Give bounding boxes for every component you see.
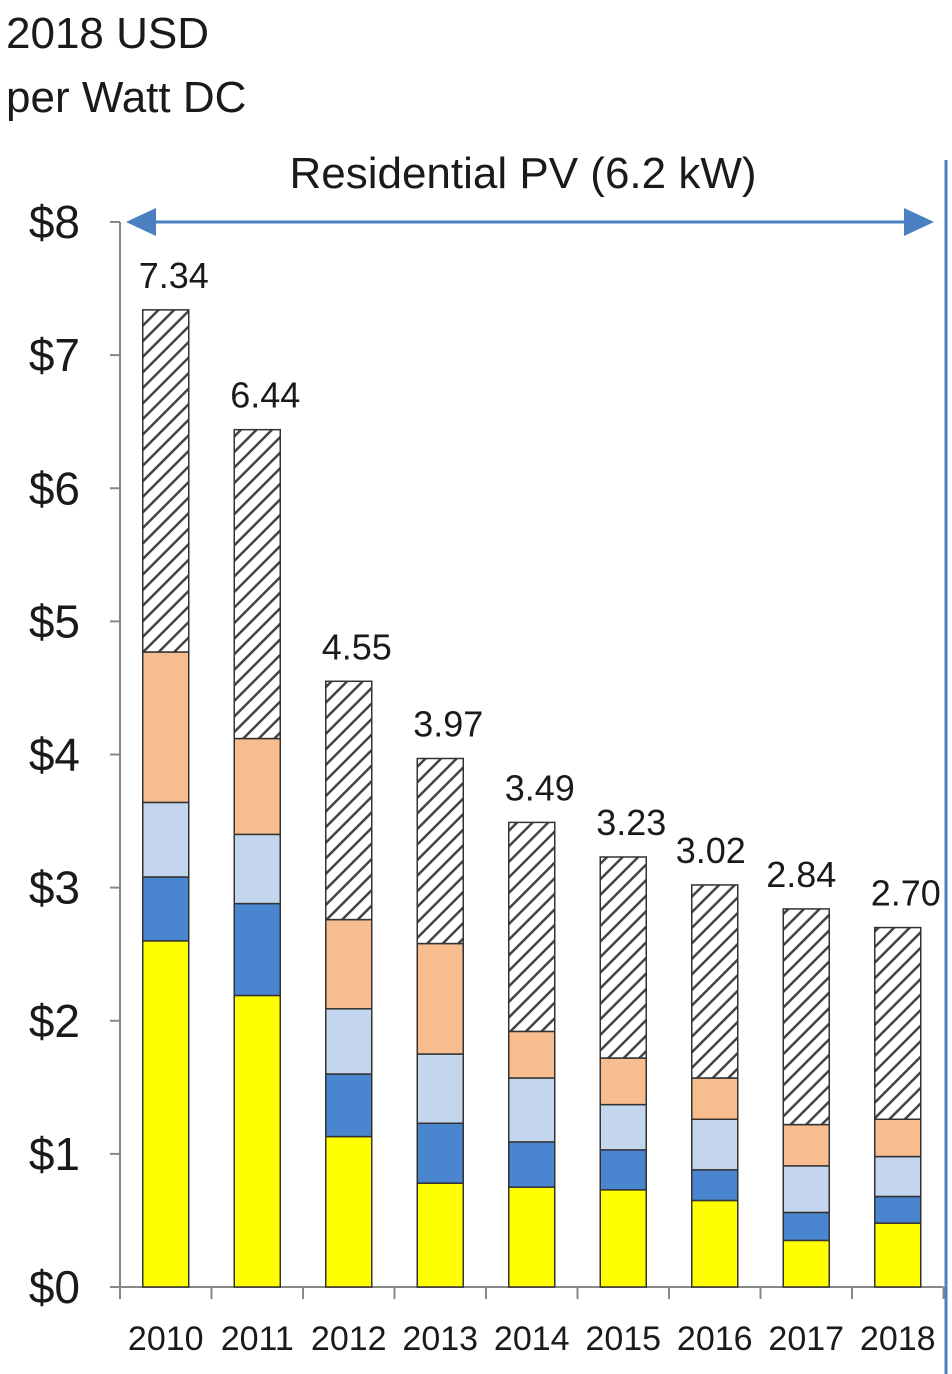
bar-segment-s4-2014 (508, 1030, 556, 1079)
bar-segment-s5-2013 (416, 757, 464, 945)
y-tick-label: $6 (29, 462, 80, 514)
y-axis-title-line-2: per Watt DC (6, 73, 246, 122)
bar-segment-s5-2014 (508, 821, 556, 1033)
bar-segment-s3-2010 (142, 801, 190, 878)
total-label-2018: 2.70 (871, 873, 941, 914)
total-label-2015: 3.23 (596, 802, 666, 843)
bar-segment-s5-2010 (142, 309, 190, 653)
total-label-2014: 3.49 (505, 767, 575, 808)
bar-stack-2012 (325, 680, 373, 1288)
bar-segment-s2-2015 (599, 1149, 647, 1191)
bar-segment-s5-2011 (233, 428, 281, 740)
bar-segment-s2-2017 (782, 1211, 830, 1242)
bar-segment-s2-2010 (142, 876, 190, 942)
bar-segment-s2-2011 (233, 902, 281, 997)
bar-segment-s1-2012 (325, 1135, 373, 1288)
x-tick-label-2013: 2013 (402, 1320, 478, 1358)
span-arrow (126, 208, 934, 236)
bar-segment-s2-2014 (508, 1141, 556, 1188)
bar-segment-s4-2016 (691, 1077, 739, 1121)
y-tick-label: $8 (29, 196, 80, 248)
bar-segment-s4-2017 (782, 1123, 830, 1167)
bar-segment-s3-2015 (599, 1103, 647, 1151)
bar-segment-s4-2010 (142, 651, 190, 804)
y-tick-label: $0 (29, 1261, 80, 1313)
y-axis-title-line-1: 2018 USD (6, 9, 209, 58)
y-tick-label: $1 (29, 1128, 80, 1180)
total-label-2012: 4.55 (322, 626, 392, 667)
bar-segment-s4-2015 (599, 1057, 647, 1106)
span-label: Residential PV (6.2 kW) (289, 149, 756, 198)
x-tick-label-2015: 2015 (585, 1320, 661, 1358)
bar-segment-s5-2012 (325, 680, 373, 921)
x-axis: 2010 2011 2012 2013 2014 2015 2016 2017 2018 (119, 1286, 945, 1358)
y-tick-label: $3 (29, 862, 80, 914)
x-tick-label-2016: 2016 (677, 1320, 753, 1358)
total-label-2016: 3.02 (676, 830, 746, 871)
bar-stack-2018 (874, 926, 922, 1288)
bar-segment-s2-2016 (691, 1169, 739, 1202)
bar-segment-s4-2018 (874, 1118, 922, 1158)
total-label-2013: 3.97 (413, 703, 483, 744)
y-tick-label: $4 (29, 729, 80, 781)
bar-segment-s3-2014 (508, 1077, 556, 1143)
bar-segment-s1-2018 (874, 1222, 922, 1288)
bar-segment-s5-2018 (874, 926, 922, 1121)
bar-segment-s3-2012 (325, 1008, 373, 1075)
bar-segment-s2-2012 (325, 1073, 373, 1138)
bars (142, 309, 922, 1288)
x-tick-label-2017: 2017 (768, 1320, 844, 1358)
x-tick-label-2010: 2010 (128, 1320, 204, 1358)
bar-segment-s5-2017 (782, 908, 830, 1126)
bar-segment-s3-2013 (416, 1053, 464, 1125)
bar-stack-2010 (142, 309, 190, 1288)
bar-segment-s3-2016 (691, 1118, 739, 1171)
bar-segment-s4-2011 (233, 737, 281, 836)
x-tick-label-2011: 2011 (221, 1320, 294, 1358)
bar-segment-s5-2015 (599, 856, 647, 1059)
bar-segment-s1-2017 (782, 1239, 830, 1288)
total-label-2017: 2.84 (766, 854, 836, 895)
bar-stack-2014 (508, 821, 556, 1288)
y-tick-label: $5 (29, 595, 80, 647)
bar-segment-s2-2013 (416, 1122, 464, 1184)
bar-segment-s3-2011 (233, 833, 281, 905)
bar-segment-s3-2017 (782, 1165, 830, 1214)
total-labels: 7.34 6.44 4.55 3.97 3.49 3.233.02 2.84 2.70 (139, 255, 941, 914)
bar-segment-s4-2013 (416, 942, 464, 1055)
bar-stack-2011 (233, 428, 281, 1288)
x-tick-label-2012: 2012 (311, 1320, 387, 1358)
total-label-2010: 7.34 (139, 255, 209, 296)
bar-stack-2017 (782, 908, 830, 1288)
bar-segment-s3-2018 (874, 1155, 922, 1198)
bar-stack-2015 (599, 856, 647, 1288)
bar-segment-s4-2012 (325, 918, 373, 1010)
bar-segment-s1-2011 (233, 994, 281, 1288)
y-tick-label: $7 (29, 329, 80, 381)
span-arrow-right-head (904, 208, 934, 236)
bar-stack-2016 (691, 884, 739, 1288)
bar-stack-2013 (416, 757, 464, 1288)
x-tick-label-2014: 2014 (494, 1320, 570, 1358)
bar-segment-s5-2016 (691, 884, 739, 1079)
span-arrow-left-head (126, 208, 156, 236)
bar-segment-s1-2013 (416, 1182, 464, 1288)
bar-segment-s1-2014 (508, 1186, 556, 1288)
bar-segment-s1-2015 (599, 1189, 647, 1288)
y-tick-label: $2 (29, 995, 80, 1047)
bar-segment-s2-2018 (874, 1195, 922, 1224)
bar-segment-s1-2016 (691, 1199, 739, 1288)
y-axis: $0 $1 $2 $3 $4 $5 $6 $7 $8 (29, 196, 121, 1313)
x-tick-label-2018: 2018 (860, 1320, 936, 1358)
bar-segment-s1-2010 (142, 940, 190, 1288)
total-label-2011: 6.44 (230, 375, 300, 416)
